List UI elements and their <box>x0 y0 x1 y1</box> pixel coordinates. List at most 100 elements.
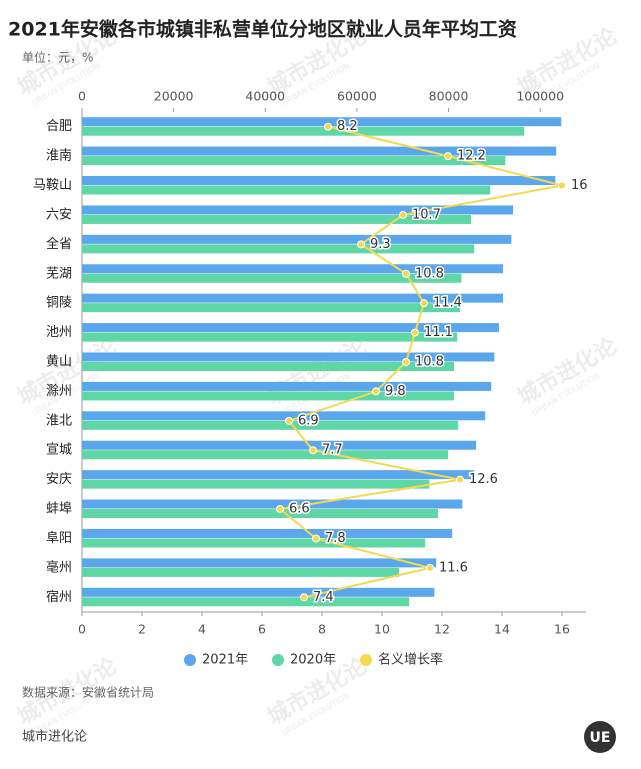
bar <box>82 323 499 333</box>
value-label: 12.2 <box>457 149 486 164</box>
point <box>324 122 332 131</box>
bar <box>82 352 495 362</box>
value-label: 12.6 <box>469 472 498 487</box>
bar <box>82 117 562 127</box>
bar <box>82 293 504 303</box>
y-tick-label: 安庆 <box>46 472 72 487</box>
x2-tick-label: 10 <box>374 622 390 637</box>
bar <box>82 146 557 156</box>
x2-tick-label: 8 <box>318 622 326 637</box>
y-tick-label: 六安 <box>46 207 72 222</box>
x2-tick-label: 14 <box>494 622 510 637</box>
bar <box>82 303 460 313</box>
point <box>276 505 284 514</box>
value-label: 9.3 <box>370 237 391 252</box>
bar <box>82 558 437 568</box>
point <box>312 534 320 543</box>
bar <box>82 176 556 186</box>
point <box>411 328 419 337</box>
bar <box>82 185 491 195</box>
x2-tick-label: 12 <box>434 622 450 637</box>
y-tick-label: 铜陵 <box>46 296 72 311</box>
bar <box>82 264 504 274</box>
bar <box>82 126 525 136</box>
value-label: 7.4 <box>313 590 334 605</box>
source: 数据来源：安徽省统计局 <box>22 685 154 700</box>
bar <box>82 440 477 450</box>
y-tick-label: 阜阳 <box>46 530 72 546</box>
bar <box>82 362 455 371</box>
value-label: 6.6 <box>289 502 310 517</box>
logo <box>584 721 616 753</box>
y-tick-label: 淮北 <box>46 413 72 428</box>
x-tick-label: 100000 <box>516 89 564 104</box>
bar <box>82 234 512 244</box>
bar <box>82 450 449 460</box>
y-tick-label: 黄山 <box>46 355 72 370</box>
bar <box>82 528 453 538</box>
point <box>558 181 566 190</box>
y-tick-label: 宣城 <box>46 442 72 458</box>
legend-label: 2020年 <box>290 653 336 668</box>
logo-text: UE <box>590 730 611 746</box>
point <box>420 299 428 308</box>
bar <box>82 332 458 342</box>
x2-tick-label: 4 <box>198 622 206 637</box>
bar <box>82 391 455 401</box>
y-tick-label: 芜湖 <box>46 266 72 281</box>
bar <box>82 509 439 519</box>
bar <box>82 499 463 509</box>
value-label: 9.8 <box>385 384 406 399</box>
bar <box>82 479 430 489</box>
x2-tick-label: 0 <box>78 622 86 637</box>
x-tick-label: 40000 <box>245 89 285 104</box>
value-label: 11.1 <box>424 325 453 340</box>
value-label: 6.9 <box>298 413 319 428</box>
bar <box>82 273 462 283</box>
y-tick-label: 蚌埠 <box>46 502 72 517</box>
bar <box>82 214 471 224</box>
x2-tick-label: 16 <box>554 622 570 637</box>
y-tick-label: 全省 <box>46 236 72 252</box>
bar <box>82 538 426 548</box>
bar <box>82 587 435 597</box>
bar <box>82 470 475 480</box>
x-tick-label: 60000 <box>337 89 377 104</box>
point <box>309 446 317 455</box>
value-label: 8.2 <box>337 119 358 134</box>
bar <box>82 381 492 391</box>
point <box>285 416 293 425</box>
x2-tick-label: 6 <box>258 622 266 637</box>
point <box>456 475 464 484</box>
value-label: 7.7 <box>322 443 343 458</box>
bar <box>82 156 506 166</box>
x-tick-label: 0 <box>78 89 86 104</box>
subtitle: 单位：元，% <box>22 50 93 65</box>
point <box>402 269 410 278</box>
value-label: 10.7 <box>412 207 441 222</box>
legend-swatch <box>184 654 196 666</box>
value-label: 11.6 <box>439 560 468 575</box>
point <box>372 387 380 396</box>
y-tick-label: 合肥 <box>46 119 72 134</box>
point <box>402 358 410 366</box>
value-label: 11.4 <box>433 296 462 311</box>
value-label: 10.8 <box>415 355 444 370</box>
y-tick-label: 宿州 <box>46 589 72 605</box>
bar <box>82 205 514 215</box>
x2-tick-label: 2 <box>138 622 146 637</box>
value-label: 16 <box>571 178 588 193</box>
x-tick-label: 20000 <box>154 89 194 104</box>
legend-swatch <box>360 654 372 666</box>
y-tick-label: 淮南 <box>46 148 72 164</box>
bar <box>82 420 459 430</box>
y-tick-label: 马鞍山 <box>33 177 72 193</box>
y-tick-label: 亳州 <box>46 559 72 575</box>
bar <box>82 567 400 577</box>
value-label: 7.8 <box>325 531 346 546</box>
point <box>426 563 434 572</box>
point <box>399 210 407 219</box>
point <box>300 593 308 602</box>
chart-title: 2021年安徽各市城镇非私营单位分地区就业人员年平均工资 <box>8 18 517 41</box>
